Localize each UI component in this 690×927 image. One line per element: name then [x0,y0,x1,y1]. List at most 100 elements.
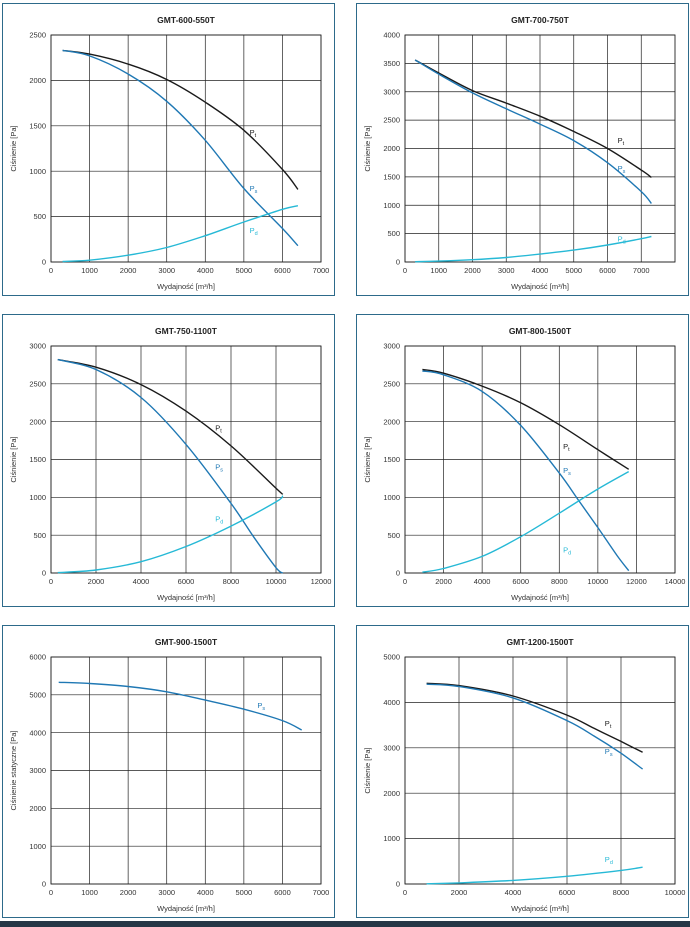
curve-label-pd: Pd [215,515,223,526]
curve-label-pd: Pd [563,546,571,557]
series-line-pd [422,470,630,573]
y-tick-label: 5000 [383,653,400,662]
x-tick-label: 6000 [559,888,576,897]
x-tick-label: 2000 [88,577,105,586]
plot-frame [50,656,322,885]
series-line-ps [62,49,299,247]
x-tick-label: 12000 [626,577,647,586]
y-tick-label: 0 [42,569,46,578]
y-tick-label: 4000 [383,31,400,40]
x-tick-label: 4000 [474,577,491,586]
y-axis-label: Ciśnienie [Pa] [363,125,372,171]
plot-frame [50,34,322,263]
chart-panel-gmt-1200-1500t: GMT-1200-1500T 0 2000 4000 6000 8000 10000 0 100… [356,625,689,918]
curve-label-pt: Pt [563,442,570,453]
x-tick-label: 8000 [613,888,630,897]
y-tick-label: 6000 [29,653,46,662]
series-line-pt [422,368,630,470]
x-tick-label: 6000 [274,266,291,275]
x-tick-label: 4000 [197,266,214,275]
y-tick-label: 0 [396,569,400,578]
x-tick-label: 2000 [464,266,481,275]
x-tick-label: 4000 [133,577,150,586]
x-tick-label: 6000 [599,266,616,275]
x-tick-label: 0 [403,888,407,897]
x-axis-label: Wydajność [m³/h] [511,593,569,602]
y-tick-label: 3000 [383,743,400,752]
chart-title: GMT-800-1500T [509,326,572,336]
x-tick-label: 4000 [197,888,214,897]
chart-panel-gmt-700-750t: GMT-700-750T 0 1000 2000 3000 4000 5000 6000 700… [356,3,689,296]
chart-panel-gmt-900-1500t: GMT-900-1500T 0 1000 2000 3000 4000 5000 6000 70… [2,625,335,918]
x-axis-label: Wydajność [m³/h] [157,593,215,602]
chart-title: GMT-1200-1500T [506,637,574,647]
chart-gmt-1200-1500t: GMT-1200-1500T 0 2000 4000 6000 8000 10000 0 100… [363,637,685,913]
x-tick-label: 10000 [266,577,287,586]
x-tick-label: 5000 [236,888,253,897]
x-tick-label: 6000 [274,888,291,897]
grid [50,345,322,574]
chart-panel-gmt-800-1500t: GMT-800-1500T 0 2000 4000 6000 8000 10000 12000… [356,314,689,607]
series-line-ps [422,370,630,572]
x-tick-label: 12000 [311,577,332,586]
grid [404,656,676,885]
x-tick-label: 1000 [430,266,447,275]
y-tick-label: 0 [42,880,46,889]
curve-label-pt: Pt [618,136,625,147]
curve-label-ps: Ps [563,466,571,477]
y-axis-label: Ciśnienie [Pa] [363,436,372,482]
y-tick-label: 2500 [29,379,46,388]
y-tick-label: 1500 [383,172,400,181]
y-axis-label: Ciśnienie [Pa] [9,436,18,482]
x-tick-label: 8000 [223,577,240,586]
y-tick-label: 2000 [383,144,400,153]
grid [404,34,675,263]
plot-frame [404,34,676,263]
y-tick-label: 2000 [29,76,46,85]
y-tick-label: 500 [33,212,46,221]
grid [50,34,322,263]
chart-title: GMT-750-1100T [155,326,218,336]
x-tick-label: 5000 [236,266,253,275]
y-tick-label: 1000 [383,834,400,843]
y-tick-label: 2000 [383,789,400,798]
y-tick-label: 500 [387,229,400,238]
x-tick-label: 0 [49,888,53,897]
y-tick-label: 2500 [383,379,400,388]
series-line-pd [415,235,652,263]
y-tick-label: 3500 [383,59,400,68]
series-line-pd [426,866,643,885]
y-tick-label: 2500 [29,31,46,40]
y-tick-label: 0 [42,258,46,267]
x-tick-label: 1000 [81,266,98,275]
y-tick-label: 1000 [29,167,46,176]
x-tick-label: 7000 [313,266,330,275]
x-tick-label: 0 [403,266,407,275]
x-axis-label: Wydajność [m³/h] [157,282,215,291]
chart-panel-gmt-750-1100t: GMT-750-1100T 0 2000 4000 6000 8000 10000 12000… [2,314,335,607]
grid [50,656,322,885]
grid [404,345,676,574]
curve-label-pd: Pd [605,855,613,866]
y-tick-label: 4000 [29,728,46,737]
y-tick-label: 3000 [29,766,46,775]
y-tick-label: 1500 [383,455,400,464]
curve-label-ps: Ps [257,701,265,712]
x-tick-label: 6000 [512,577,529,586]
y-tick-label: 4000 [383,698,400,707]
y-axis-label: Ciśnienie [Pa] [9,125,18,171]
x-axis-label: Wydajność [m³/h] [511,282,569,291]
chart-title: GMT-900-1500T [155,637,218,647]
chart-title: GMT-600-550T [157,15,215,25]
series-line-ps [426,683,644,770]
y-axis-label: Ciśnienie statyczne [Pa] [9,730,18,810]
y-tick-label: 1000 [383,201,400,210]
chart-panel-gmt-600-550t: GMT-600-550T 0 1000 2000 3000 4000 5000 6000 700… [2,3,335,296]
x-tick-label: 2000 [120,888,137,897]
y-tick-label: 1000 [29,493,46,502]
x-tick-label: 5000 [565,266,582,275]
plot-frame [404,656,676,885]
x-tick-label: 4000 [532,266,549,275]
